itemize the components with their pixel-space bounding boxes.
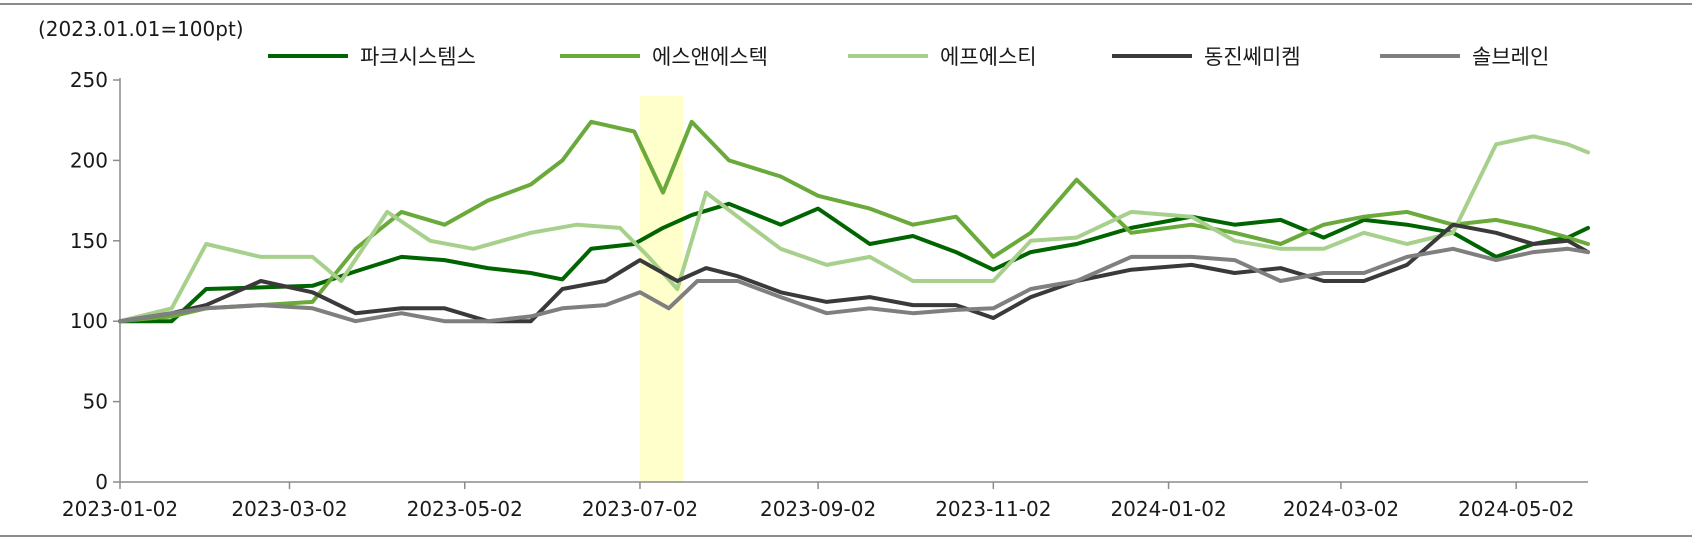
x-tick-label: 2023-09-02 [760,497,876,521]
unit-label: (2023.01.01=100pt) [38,17,244,41]
x-tick-label: 2024-01-02 [1110,497,1226,521]
series-line [118,201,1590,324]
x-tick-label: 2023-01-02 [62,497,178,521]
y-tick-label: 250 [70,68,108,92]
x-tick-label: 2023-03-02 [231,497,347,521]
legend-label: 파크시스템스 [360,45,476,69]
plot-lines [118,119,1590,324]
y-tick-label: 200 [70,148,108,172]
y-tick-label: 0 [95,470,108,494]
series-line [118,222,1590,324]
legend-label: 에스앤에스텍 [652,45,768,69]
x-tick-label: 2024-05-02 [1458,497,1574,521]
x-tick-label: 2023-07-02 [582,497,698,521]
legend-label: 동진쎄미켐 [1204,45,1301,69]
y-tick-label: 150 [70,229,108,253]
series-line [118,134,1590,324]
y-tick-label: 50 [83,390,108,414]
legend-label: 에프에스티 [940,45,1037,69]
y-tick-label: 100 [70,309,108,333]
x-axis: 2023-01-02 2023-03-02 2023-05-02 2023-07-02… [62,481,1588,521]
y-axis: 0 50 100 150 200 250 [70,68,121,494]
legend-label: 솔브레인 [1472,45,1549,69]
x-tick-label: 2023-05-02 [407,497,523,521]
series-line [118,246,1590,324]
x-tick-label: 2024-03-02 [1283,497,1399,521]
x-tick-label: 2023-11-02 [935,497,1051,521]
legend: 파크시스템스 에스앤에스텍 에프에스티 동진쎄미켐 솔브레인 [268,45,1549,69]
